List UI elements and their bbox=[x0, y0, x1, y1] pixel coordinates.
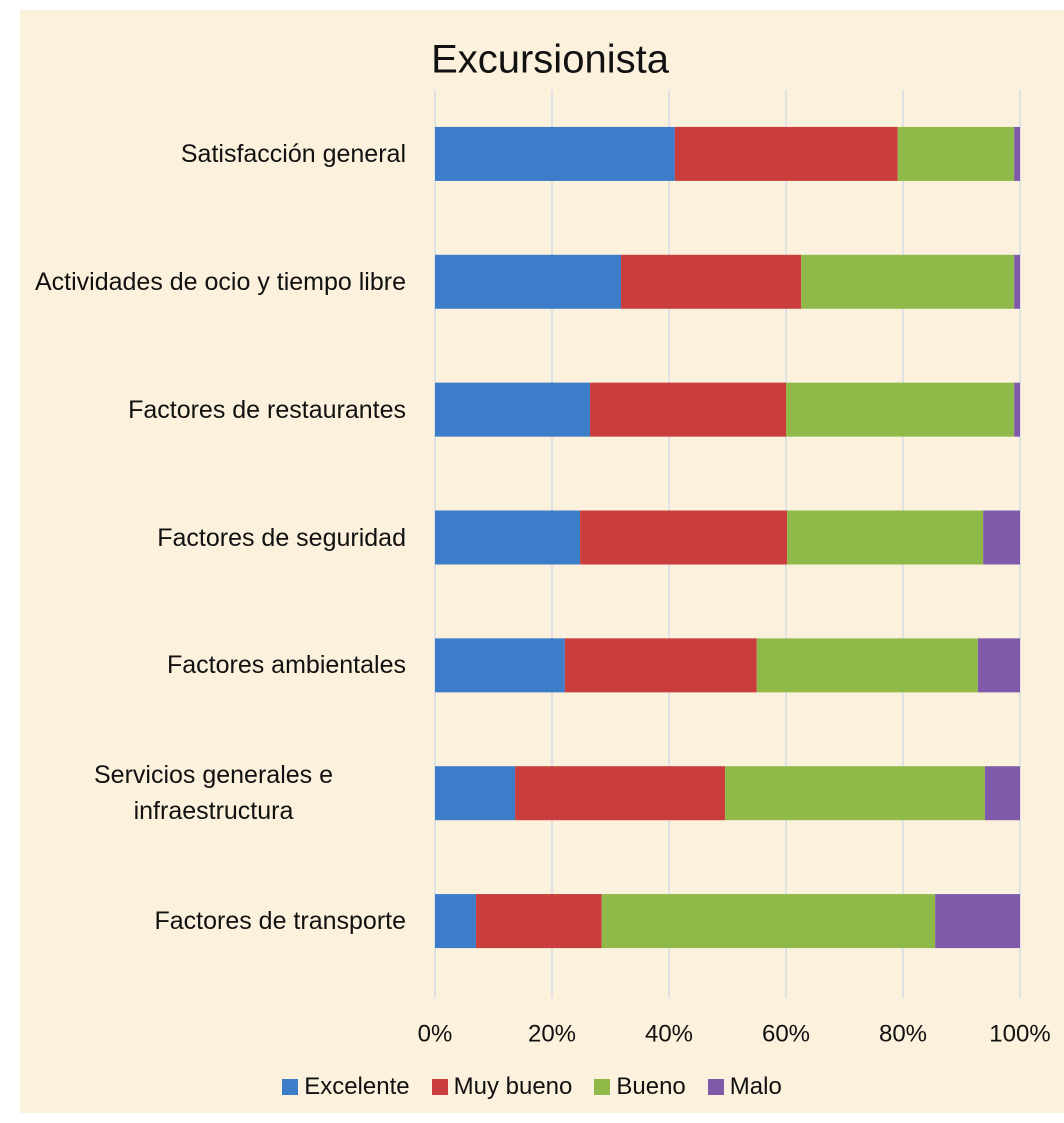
y-tick-label: Servicios generales e infraestructura bbox=[93, 761, 333, 826]
bar-segment bbox=[435, 766, 516, 821]
bar-segment bbox=[786, 382, 1015, 437]
x-tick-label: 40% bbox=[645, 1020, 693, 1047]
bar-segment bbox=[1014, 254, 1020, 309]
y-tick-label: Satisfacción general bbox=[180, 139, 406, 168]
bar-segment bbox=[601, 894, 936, 949]
bar-segment bbox=[515, 766, 726, 821]
bar-segment bbox=[787, 510, 984, 565]
category-label-box: Factores de seguridad bbox=[157, 488, 406, 588]
x-tick-label: 0% bbox=[418, 1020, 453, 1047]
bar-segment bbox=[590, 382, 786, 437]
y-tick-label: Factores ambientales bbox=[166, 651, 406, 680]
bar-segment bbox=[935, 894, 1020, 949]
bar-segment bbox=[435, 126, 675, 181]
bar-segment bbox=[580, 510, 788, 565]
bar-segment bbox=[435, 894, 476, 949]
legend-label: Muy bueno bbox=[453, 1073, 573, 1100]
legend-swatch bbox=[282, 1079, 299, 1095]
legend-label: Excelente bbox=[304, 1073, 410, 1100]
bar-segment bbox=[435, 510, 581, 565]
legend-swatch bbox=[594, 1079, 611, 1095]
y-tick-label: Factores de transporte bbox=[154, 907, 406, 936]
x-tick-label: 100% bbox=[989, 1020, 1050, 1047]
legend-swatch bbox=[431, 1079, 448, 1095]
bar-segment bbox=[564, 638, 757, 693]
y-tick-label: Actividades de ocio y tiempo libre bbox=[34, 267, 406, 296]
bar-segment bbox=[977, 638, 1020, 693]
bar-segment bbox=[725, 766, 985, 821]
category-label-box: Satisfacción general bbox=[181, 104, 406, 204]
bar-segment bbox=[674, 126, 898, 181]
x-tick-label: 80% bbox=[879, 1020, 927, 1047]
category-label-box: Factores de restaurantes bbox=[128, 360, 406, 460]
legend-label: Malo bbox=[729, 1073, 782, 1100]
legend-swatch bbox=[707, 1079, 724, 1095]
legend-item: Bueno bbox=[594, 1073, 686, 1101]
x-tick-label: 60% bbox=[762, 1020, 810, 1047]
legend-label: Bueno bbox=[616, 1073, 686, 1100]
bar-segment bbox=[983, 510, 1020, 565]
bar-segment bbox=[435, 638, 565, 693]
category-label-box: Factores de transporte bbox=[154, 871, 406, 971]
y-tick-label: Factores de restaurantes bbox=[128, 395, 406, 424]
category-label-box: Factores ambientales bbox=[167, 615, 406, 715]
legend: Excelente Muy bueno Bueno Malo bbox=[0, 1070, 1064, 1104]
legend-item: Excelente bbox=[282, 1073, 410, 1101]
legend-item: Malo bbox=[707, 1073, 782, 1101]
y-tick-label: Factores de seguridad bbox=[157, 523, 406, 552]
bar-segment bbox=[475, 894, 602, 949]
bar-segment bbox=[435, 382, 591, 437]
chart-title: Excursionista bbox=[431, 38, 670, 82]
bar-segment bbox=[1014, 126, 1020, 181]
bar-segment bbox=[984, 766, 1020, 821]
category-label-box: Servicios generales e infraestructura bbox=[21, 743, 406, 843]
bar-segment bbox=[621, 254, 802, 309]
category-label-box: Actividades de ocio y tiempo libre bbox=[35, 232, 406, 332]
x-tick-label: 20% bbox=[528, 1020, 576, 1047]
legend-item: Muy bueno bbox=[431, 1073, 573, 1101]
bar-segment bbox=[435, 254, 622, 309]
bar-segment bbox=[1014, 382, 1020, 437]
bar-segment bbox=[801, 254, 1015, 309]
bar-segment bbox=[756, 638, 978, 693]
bar-segment bbox=[897, 126, 1015, 181]
